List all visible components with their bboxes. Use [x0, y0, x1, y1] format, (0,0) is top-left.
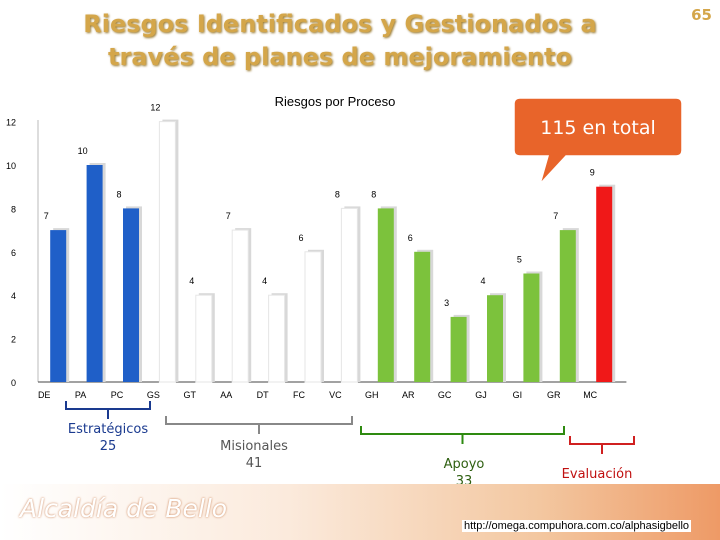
group-brackets: [65, 401, 635, 454]
y-tick-label: 0: [11, 378, 16, 388]
bar-value-label: 12: [150, 103, 160, 113]
bar-aa: [231, 229, 249, 383]
bar-gs: [158, 121, 176, 383]
x-tick-label: GR: [547, 390, 561, 400]
footer-url[interactable]: http://omega.compuhora.com.co/alphasigbe…: [462, 520, 692, 532]
bar-value-label: 10: [78, 146, 88, 156]
page-number: 65: [691, 6, 712, 24]
bracket-apoyo: [360, 426, 565, 444]
y-tick-label: 10: [6, 161, 16, 171]
bar-de: [50, 230, 67, 382]
callout: 115 en total: [513, 97, 683, 185]
bar-value-label: 4: [480, 276, 485, 286]
callout-text: 115 en total: [540, 117, 656, 139]
bar-value-label: 8: [335, 189, 340, 199]
x-tick-label: MC: [583, 390, 597, 400]
bar-gc: [450, 316, 467, 382]
bar-vc: [340, 207, 358, 383]
x-tick-label: DE: [38, 390, 51, 400]
group-estrategicos-value: 25: [99, 439, 117, 454]
bar-mc: [596, 186, 613, 382]
x-tick-label: PC: [111, 390, 124, 400]
y-tick-label: 2: [11, 335, 16, 345]
bracket-apoyo-line: [360, 426, 565, 435]
group-estrategicos: Estratégicos 25: [58, 421, 158, 455]
bar-dt: [268, 294, 286, 383]
bar-value-label: 7: [553, 211, 558, 221]
bar-value-label: 6: [298, 233, 303, 243]
bar-value-label: 8: [116, 189, 121, 199]
bar-value-label: 5: [517, 255, 522, 265]
bracket-misionales-line: [165, 416, 353, 425]
bar-value-label: 4: [262, 276, 267, 286]
y-tick-label: 12: [6, 118, 16, 128]
group-misionales-label: Misionales: [220, 439, 288, 454]
x-tick-label: GH: [365, 390, 379, 400]
x-tick-label: GT: [184, 390, 197, 400]
bar-gi: [523, 273, 540, 382]
x-tick-label: GJ: [475, 390, 487, 400]
chart-title: Riesgos por Proceso: [275, 94, 396, 109]
x-tick-label: GC: [438, 390, 452, 400]
callout-bubble: [513, 97, 683, 185]
x-tick-label: GI: [513, 390, 523, 400]
bracket-estrategicos: [65, 401, 151, 419]
y-tick-label: 6: [11, 248, 16, 258]
bar-value-label: 7: [226, 211, 231, 221]
bar-gh: [377, 208, 394, 382]
group-apoyo-label: Apoyo: [443, 457, 485, 472]
group-estrategicos-label: Estratégicos: [67, 422, 149, 437]
bar-gj: [487, 295, 503, 382]
bar-value-label: 8: [371, 189, 376, 199]
y-tick-label: 8: [11, 204, 16, 214]
bar-ar: [414, 251, 431, 382]
group-misionales: Misionales 41: [204, 438, 304, 472]
bar-value-label: 6: [408, 233, 413, 243]
bar-value-label: 4: [189, 276, 194, 286]
x-tick-label: GS: [147, 390, 160, 400]
bracket-estrategicos-line: [65, 401, 151, 410]
x-tick-label: VC: [329, 390, 342, 400]
y-tick-label: 4: [11, 291, 16, 301]
bar-pc: [123, 208, 139, 382]
bar-value-label: 7: [44, 211, 49, 221]
x-tick-label: AA: [220, 390, 232, 400]
x-tick-label: AR: [402, 390, 415, 400]
page-title: Riesgos Identificados y Gestionados a tr…: [83, 10, 597, 71]
bar-fc: [304, 251, 322, 383]
bar-gr: [559, 230, 576, 382]
bar-pa: [86, 165, 103, 382]
x-tick-label: DT: [257, 390, 269, 400]
bracket-evaluacion: [569, 436, 635, 454]
chart-labels: 7 DE 10 PA 8 PC 12 GS 4 GT 7 AA 4 DT 6 FC 8 VC 8 GH 6 AR 3 GC 4 G…: [38, 103, 598, 400]
bracket-misionales: [165, 416, 353, 434]
bar-gt: [195, 294, 213, 383]
group-misionales-value: 41: [245, 456, 263, 471]
bar-value-label: 9: [590, 168, 595, 178]
x-tick-label: FC: [293, 390, 305, 400]
footer-brand: Alcaldía de Bello: [20, 494, 228, 523]
bracket-evaluacion-line: [569, 436, 635, 445]
x-tick-label: PA: [75, 390, 86, 400]
chart-bars: [50, 119, 616, 383]
bar-value-label: 3: [444, 298, 449, 308]
group-evaluacion-label: Evaluación: [561, 467, 633, 482]
